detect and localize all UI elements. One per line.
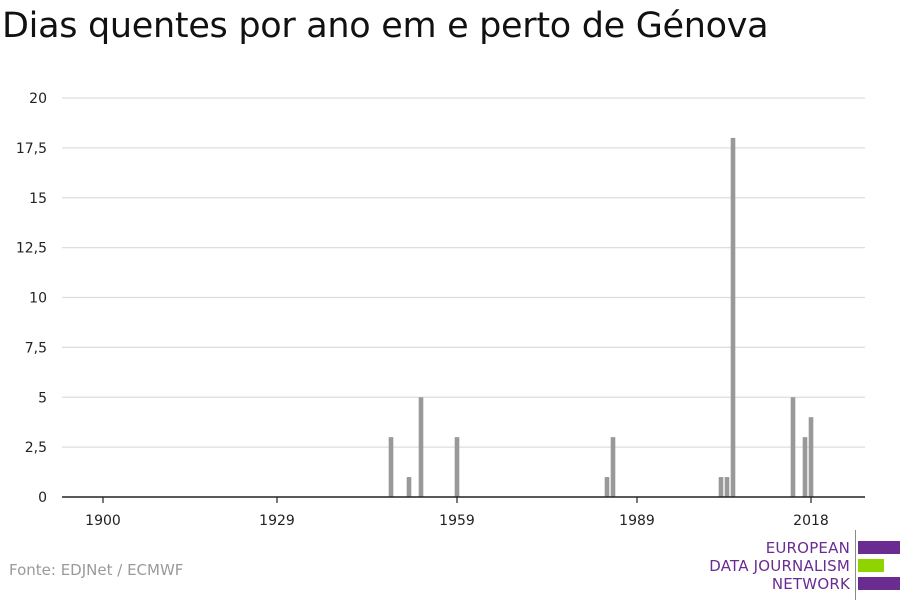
- logo-bar-middle: [858, 559, 884, 572]
- x-tick-label: 1900: [85, 513, 121, 529]
- bar-1959: [454, 437, 460, 497]
- x-tick-label: 2018: [793, 513, 829, 529]
- x-tick-label: 1989: [619, 513, 655, 529]
- edjnet-logo: EUROPEAN DATA JOURNALISM NETWORK: [700, 530, 900, 600]
- y-tick-label: 0: [38, 490, 47, 506]
- gridlines: [62, 97, 865, 448]
- bar-2018: [808, 417, 814, 497]
- bar-1948: [388, 437, 394, 497]
- y-tick-label: 5: [38, 390, 47, 406]
- bar-2015: [790, 397, 796, 497]
- bar-2004: [724, 477, 730, 497]
- source-note: Fonte: EDJNet / ECMWF: [9, 561, 184, 579]
- bars: [388, 137, 814, 497]
- y-tick-label: 15: [29, 191, 47, 207]
- y-tick-label: 20: [29, 91, 47, 107]
- y-tick-label: 12,5: [16, 241, 47, 257]
- logo-bar-bottom: [858, 577, 900, 590]
- bar-2017: [802, 437, 808, 497]
- logo-divider: [855, 530, 856, 600]
- logo-line-3: NETWORK: [771, 575, 850, 593]
- bar-1951: [406, 477, 412, 497]
- bar-2003: [718, 477, 724, 497]
- x-tick-label: 1929: [259, 513, 295, 529]
- chart-title: Dias quentes por ano em e perto de Génov…: [2, 6, 769, 46]
- y-tick-label: 7,5: [25, 340, 47, 356]
- y-tick-label: 2,5: [25, 440, 47, 456]
- logo-line-1: EUROPEAN: [765, 539, 850, 557]
- bar-chart: 0 2,5 5 7,5 10 12,5 15 17,5 20 1900 1929 1959 1989 20…: [16, 91, 865, 529]
- logo-bar-top: [858, 541, 900, 554]
- bar-1985: [610, 437, 616, 497]
- bar-1953: [418, 397, 424, 497]
- y-tick-label: 17,5: [16, 141, 47, 157]
- y-tick-label: 10: [29, 291, 47, 307]
- x-tick-label: 1959: [439, 513, 475, 529]
- bar-2005: [730, 137, 736, 497]
- bar-1984: [604, 477, 610, 497]
- logo-line-2: DATA JOURNALISM: [709, 557, 850, 575]
- axes: 0 2,5 5 7,5 10 12,5 15 17,5 20 1900 1929 1959 1989 20…: [16, 91, 865, 529]
